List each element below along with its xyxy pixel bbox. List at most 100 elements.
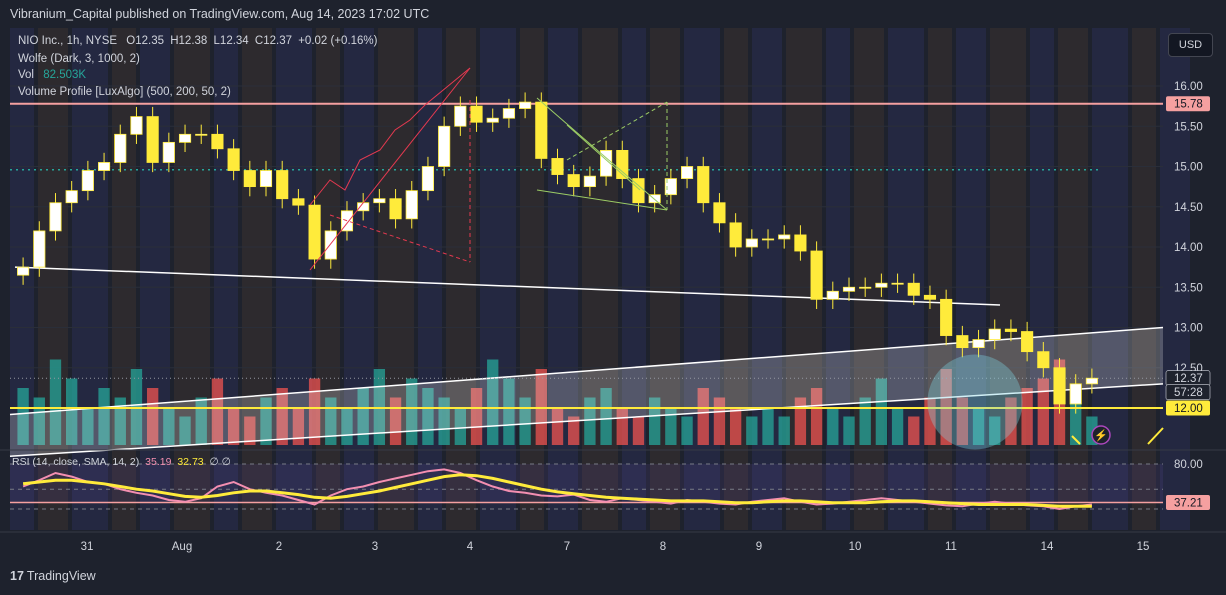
- volume-bar: [729, 407, 742, 445]
- candle-body: [454, 105, 467, 127]
- volume-bar: [794, 397, 807, 445]
- volume-bar: [875, 378, 888, 445]
- session-band: [72, 28, 108, 530]
- candle-body: [923, 294, 937, 300]
- candle-body: [130, 116, 143, 135]
- candle-body: [33, 230, 46, 268]
- volume-bar: [503, 378, 515, 445]
- h-label: H: [170, 35, 179, 47]
- volume-bar: [1005, 397, 1017, 445]
- session-band: [1160, 28, 1190, 530]
- candle-body: [988, 328, 1001, 340]
- publisher-line: Vibranium_Capital published on TradingVi…: [10, 7, 430, 21]
- price-tick-label: 15.50: [1174, 121, 1203, 133]
- candle-body: [17, 266, 30, 276]
- low-value: 12.34: [219, 35, 249, 47]
- candle-body: [616, 149, 629, 179]
- session-band: [990, 28, 1026, 530]
- candle-body: [745, 238, 758, 248]
- price-tag-label: 15.78: [1174, 99, 1203, 111]
- l-label: L: [213, 35, 220, 47]
- close-value: 12.37: [263, 35, 292, 47]
- rsi-pane: [0, 449, 1226, 511]
- volume-bar: [276, 388, 288, 445]
- rsi-value: 35.19: [145, 456, 172, 468]
- volume-bar: [891, 407, 904, 445]
- volume-bar: [713, 397, 726, 445]
- candle-body: [114, 133, 127, 163]
- candle-body: [146, 116, 159, 163]
- volume-bar: [859, 397, 871, 445]
- candle-body: [49, 202, 62, 232]
- candle-body: [1085, 377, 1098, 385]
- session-band: [582, 28, 618, 530]
- candle-body: [438, 125, 451, 167]
- candles: [17, 92, 1098, 414]
- candle-body: [778, 234, 791, 240]
- candle-body: [697, 166, 710, 204]
- channel-fill: [10, 327, 1163, 457]
- session-band: [826, 28, 850, 530]
- volume-bar: [325, 397, 337, 445]
- volume-bar: [648, 397, 661, 445]
- volume-bar: [470, 388, 483, 445]
- volume-bar: [746, 416, 758, 445]
- price-axis[interactable]: 16.0015.5015.0014.5014.0013.5013.0012.50…: [1165, 81, 1211, 511]
- lightning-icon-glyph: ⚡: [1094, 429, 1108, 442]
- wolfe-drawings: ⚡: [309, 67, 1164, 450]
- price-tick-label: 13.50: [1174, 282, 1203, 294]
- projection-stub: [1147, 427, 1164, 445]
- wolfe-red-target: [329, 214, 471, 263]
- rsi-legend[interactable]: RSI (14, close, SMA, 14, 2) 35.19 32.73 …: [12, 456, 231, 468]
- currency-button[interactable]: USD: [1168, 33, 1213, 57]
- price-tag: [1166, 96, 1210, 112]
- open-value: 12.35: [135, 35, 165, 47]
- candle-body: [502, 108, 515, 119]
- volume-profile-legend[interactable]: Volume Profile [LuxAlgo] (500, 200, 50, …: [18, 86, 231, 98]
- wolfe-legend[interactable]: Wolfe (Dark, 3, 1000, 2): [18, 53, 140, 65]
- candle-body: [519, 101, 532, 109]
- time-axis[interactable]: 31 Aug 2 3 4 7 8 9 10 11 14 15: [0, 531, 1226, 553]
- session-band: [622, 28, 646, 530]
- o-label: O: [126, 35, 136, 47]
- price-tick-label: 14.50: [1174, 202, 1203, 214]
- volume-bar: [972, 407, 985, 445]
- candle-body: [259, 170, 273, 188]
- candle-body: [891, 282, 904, 285]
- footer-brand: TradingView: [26, 569, 96, 583]
- candle-body: [324, 230, 337, 260]
- highlight-circle: [927, 354, 1023, 450]
- volume-bar: [989, 416, 1001, 445]
- volume-bar: [1037, 378, 1049, 445]
- volume-bar: [98, 388, 110, 445]
- volume-bar: [438, 397, 450, 445]
- candle-body: [907, 282, 920, 296]
- volume-bar: [778, 416, 790, 445]
- session-band: [956, 28, 986, 530]
- volume-legend[interactable]: Vol 82.503K: [18, 69, 86, 81]
- candle-body: [583, 175, 596, 188]
- volume-bar: [665, 407, 677, 445]
- volume-bar: [519, 397, 531, 445]
- symbol-name[interactable]: NIO Inc., 1h, NYSE: [18, 35, 118, 47]
- candle-body: [567, 174, 580, 188]
- time-tick-label: 10: [849, 541, 862, 553]
- candle-body: [875, 282, 888, 288]
- volume-bar: [551, 407, 564, 445]
- volume-bar: [292, 407, 305, 445]
- candle-body: [859, 286, 872, 289]
- volume-bar: [49, 359, 62, 445]
- candle-body: [940, 298, 953, 336]
- session-band: [888, 28, 924, 530]
- volume-bar: [843, 416, 855, 445]
- wolfe-red-lower: [309, 67, 471, 271]
- session-band: [854, 28, 884, 530]
- candle-body: [162, 141, 175, 163]
- tradingview-footer[interactable]: 17 TradingView: [10, 569, 96, 583]
- candle-body: [1053, 367, 1066, 405]
- volume-bar: [33, 397, 45, 445]
- symbol-legend: NIO Inc., 1h, NYSE O12.35 H12.38 L12.34 …: [18, 35, 377, 47]
- session-band: [684, 28, 720, 530]
- session-band: [214, 28, 238, 530]
